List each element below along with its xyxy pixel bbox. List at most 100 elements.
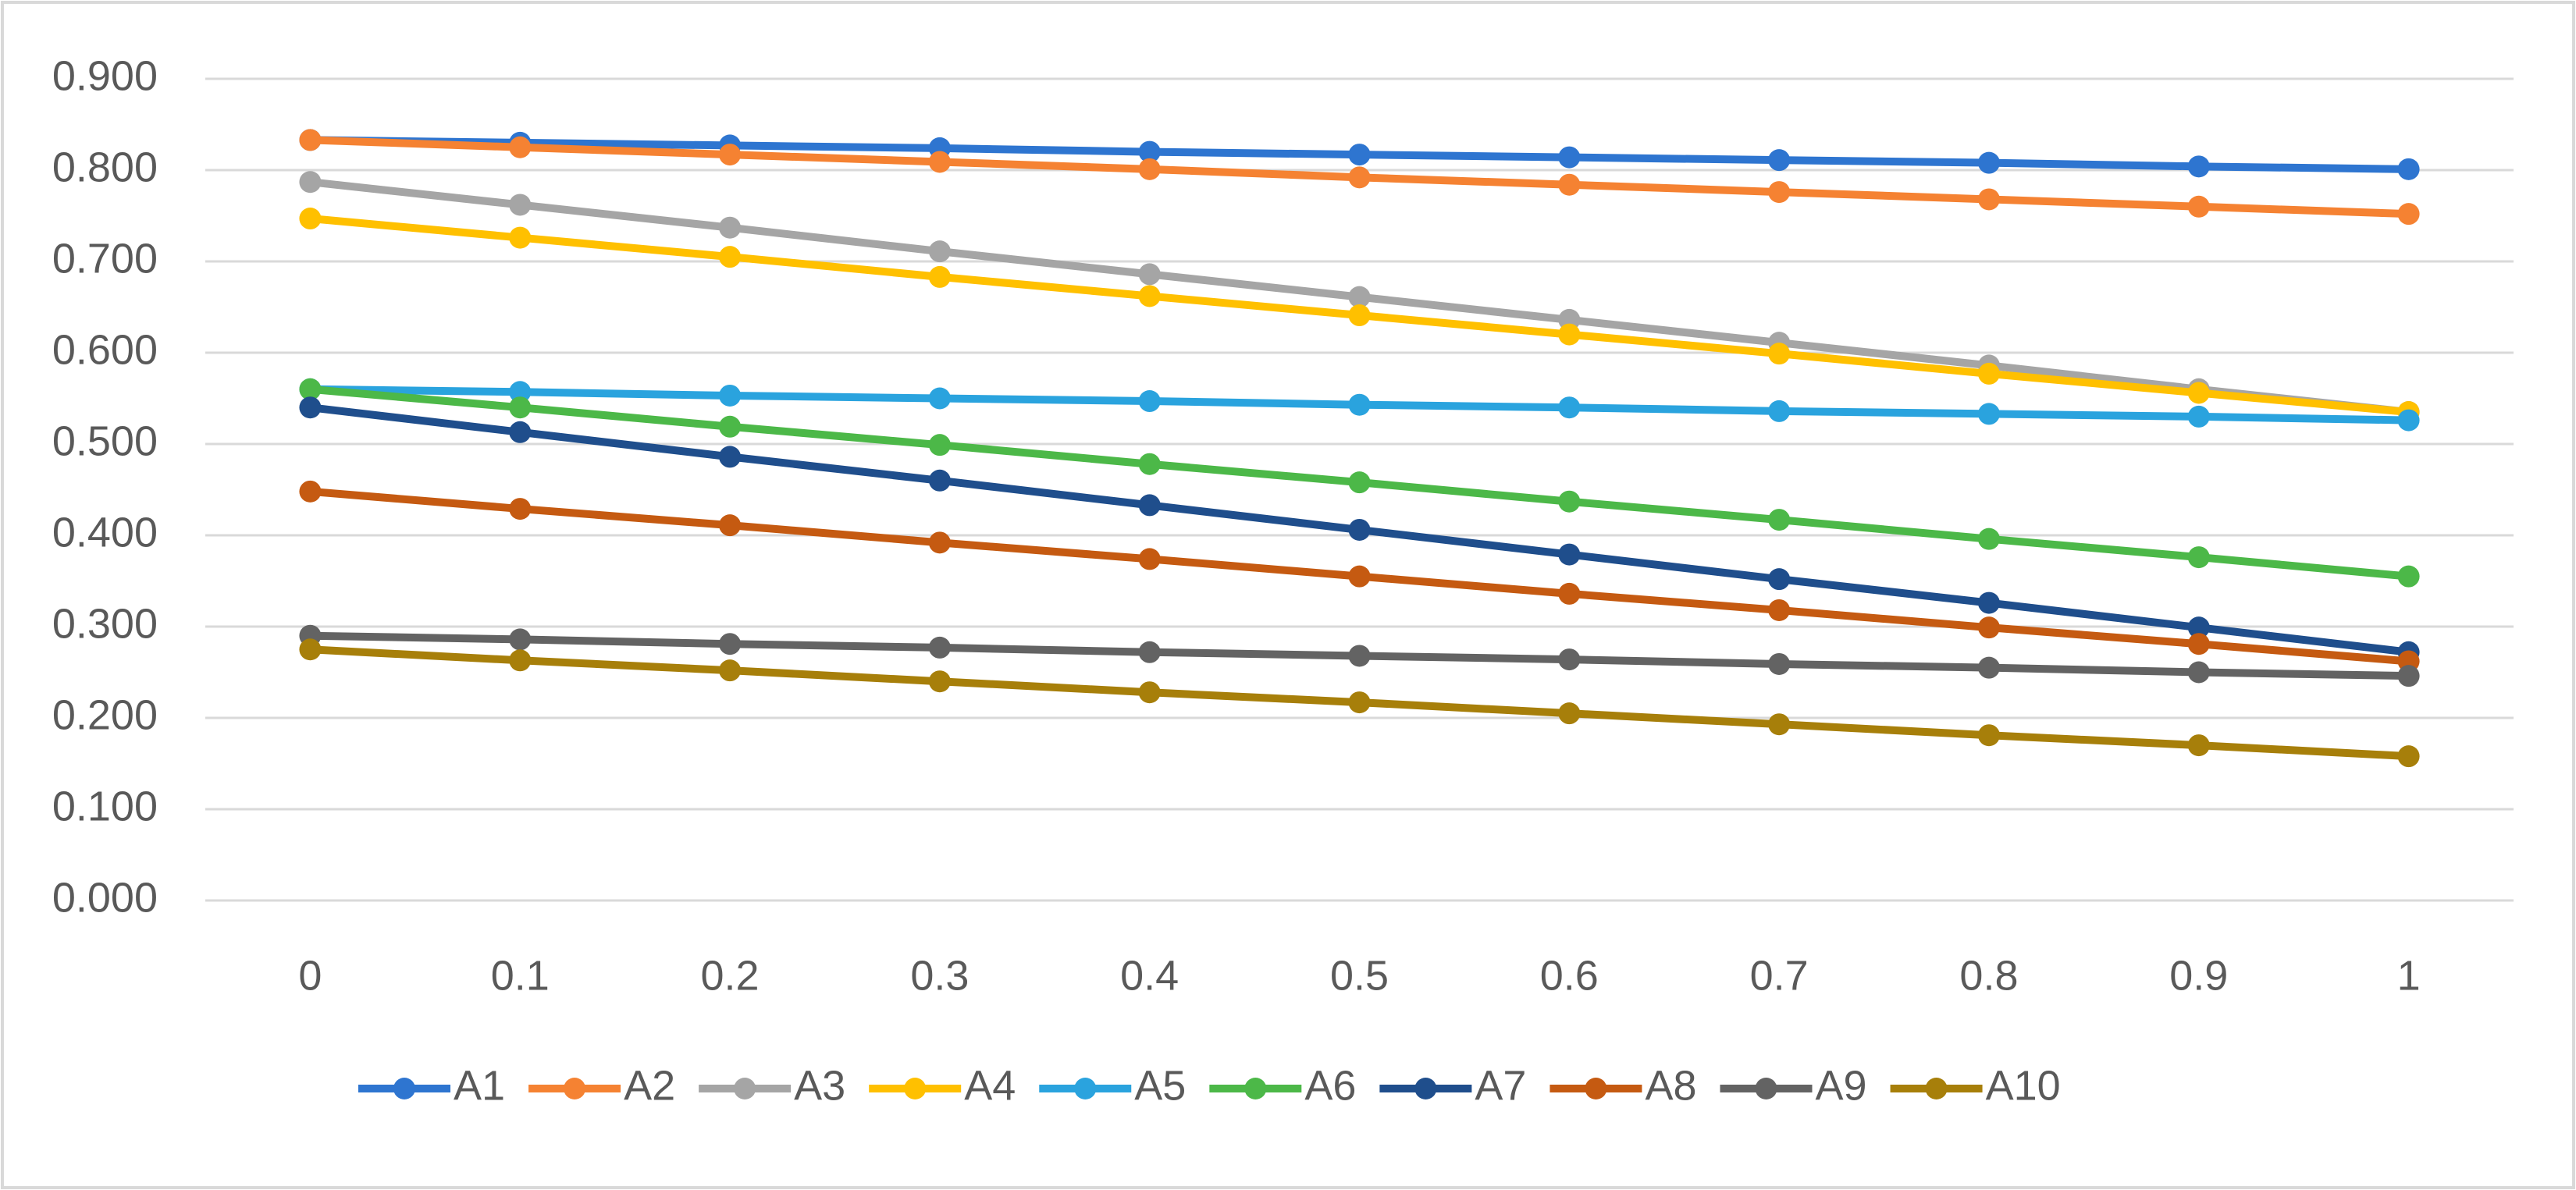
data-point: [1138, 641, 1161, 663]
data-point: [719, 659, 742, 682]
data-point: [299, 378, 322, 400]
data-point: [928, 387, 951, 410]
legend-label: A5: [1134, 1062, 1186, 1109]
legend-label: A3: [794, 1062, 845, 1109]
data-point: [928, 240, 951, 263]
legend-marker: [1585, 1078, 1607, 1099]
x-tick-label: 0.6: [1540, 952, 1599, 999]
data-point: [1348, 286, 1371, 308]
data-point: [719, 633, 742, 655]
legend-marker: [1414, 1078, 1437, 1099]
data-point: [928, 265, 951, 288]
legend-label: A4: [964, 1062, 1016, 1109]
data-point: [1138, 285, 1161, 307]
x-tick-label: 0.9: [2169, 952, 2228, 999]
y-tick-label: 0.300: [52, 600, 158, 647]
data-point: [1977, 362, 2000, 385]
data-point: [719, 415, 742, 438]
data-point: [1138, 548, 1161, 570]
x-tick-label: 0.7: [1750, 952, 1809, 999]
data-point: [1348, 691, 1371, 714]
data-point: [509, 136, 532, 158]
data-point: [1348, 393, 1371, 416]
data-point: [1768, 181, 1791, 204]
data-point: [1138, 158, 1161, 180]
data-point: [1558, 582, 1581, 605]
data-point: [1558, 702, 1581, 725]
legend-marker: [904, 1078, 927, 1099]
data-point: [1348, 645, 1371, 667]
data-point: [1138, 390, 1161, 413]
data-point: [719, 246, 742, 268]
x-tick-label: 0.8: [1959, 952, 2018, 999]
data-point: [299, 396, 322, 419]
y-tick-label: 0.200: [52, 691, 158, 738]
data-point: [2397, 745, 2420, 768]
data-point: [719, 384, 742, 407]
data-point: [1348, 144, 1371, 166]
y-tick-label: 0.100: [52, 783, 158, 829]
data-point: [1558, 146, 1581, 169]
legend-marker: [393, 1078, 415, 1099]
data-point: [1977, 591, 2000, 614]
data-point: [719, 216, 742, 239]
legend-label: A10: [1986, 1062, 2061, 1109]
data-point: [1348, 471, 1371, 494]
data-point: [1138, 494, 1161, 517]
legend-label: A8: [1645, 1062, 1696, 1109]
data-point: [509, 396, 532, 419]
legend-label: A9: [1816, 1062, 1867, 1109]
y-tick-label: 0.800: [52, 144, 158, 190]
data-point: [2187, 155, 2210, 178]
y-tick-label: 0.900: [52, 52, 158, 99]
x-tick-label: 0.3: [910, 952, 969, 999]
data-point: [1558, 173, 1581, 196]
x-tick-label: 0: [298, 952, 322, 999]
x-tick-label: 0.2: [701, 952, 760, 999]
legend-label: A2: [624, 1062, 675, 1109]
data-point: [719, 446, 742, 468]
y-tick-label: 0.400: [52, 509, 158, 556]
data-point: [1768, 652, 1791, 675]
data-point: [928, 434, 951, 456]
data-point: [2397, 158, 2420, 180]
legend-marker: [1925, 1078, 1948, 1099]
x-tick-label: 0.5: [1330, 952, 1389, 999]
data-point: [1768, 343, 1791, 365]
data-point: [1977, 616, 2000, 639]
data-point: [2397, 203, 2420, 226]
data-point: [509, 649, 532, 672]
y-tick-label: 0.500: [52, 417, 158, 464]
data-point: [928, 670, 951, 693]
data-point: [1348, 565, 1371, 588]
data-point: [1558, 648, 1581, 671]
y-tick-label: 0.000: [52, 874, 158, 921]
data-point: [2187, 616, 2210, 639]
data-point: [509, 498, 532, 520]
data-point: [928, 636, 951, 659]
data-point: [2397, 409, 2420, 432]
data-point: [2397, 565, 2420, 588]
data-point: [509, 381, 532, 403]
data-point: [928, 531, 951, 554]
data-point: [1138, 263, 1161, 286]
data-point: [1558, 396, 1581, 419]
x-tick-label: 1: [2397, 952, 2421, 999]
data-point: [1138, 681, 1161, 704]
legend-marker: [1244, 1078, 1267, 1099]
data-point: [299, 171, 322, 194]
data-point: [2187, 661, 2210, 684]
data-point: [509, 628, 532, 651]
data-point: [2187, 633, 2210, 655]
legend-marker: [1074, 1078, 1097, 1099]
data-point: [1977, 403, 2000, 425]
x-tick-label: 0.1: [491, 952, 550, 999]
data-point: [509, 226, 532, 249]
data-point: [1138, 453, 1161, 475]
legend-marker: [564, 1078, 586, 1099]
data-point: [299, 129, 322, 151]
data-point: [1558, 490, 1581, 513]
data-point: [2187, 734, 2210, 757]
